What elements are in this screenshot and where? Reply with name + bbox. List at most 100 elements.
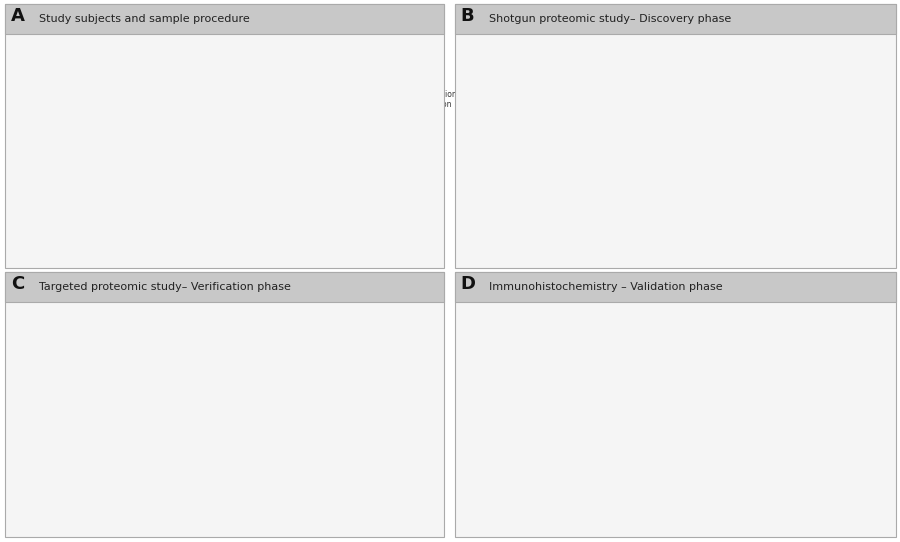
Circle shape [491, 405, 517, 419]
Circle shape [709, 70, 716, 74]
Point [74, 463, 88, 472]
Circle shape [468, 374, 493, 387]
Circle shape [234, 328, 241, 332]
Circle shape [649, 77, 656, 81]
Circle shape [527, 405, 552, 419]
Circle shape [706, 462, 715, 466]
Text: CCA: CCA [533, 223, 547, 229]
FancyBboxPatch shape [508, 100, 518, 104]
Circle shape [709, 87, 720, 93]
FancyBboxPatch shape [508, 102, 518, 123]
FancyBboxPatch shape [491, 349, 517, 370]
Circle shape [728, 412, 735, 416]
FancyBboxPatch shape [464, 67, 472, 70]
Text: Pooled urine samples
N=42 samples per group: Pooled urine samples N=42 samples per gr… [458, 117, 554, 136]
Circle shape [601, 462, 608, 466]
Circle shape [212, 354, 221, 359]
FancyBboxPatch shape [23, 91, 46, 109]
Point [78, 448, 93, 457]
Circle shape [697, 446, 704, 450]
Circle shape [612, 387, 619, 391]
Circle shape [697, 387, 704, 391]
FancyBboxPatch shape [31, 495, 81, 522]
FancyBboxPatch shape [625, 182, 734, 217]
Circle shape [653, 462, 662, 466]
FancyBboxPatch shape [774, 155, 846, 180]
Circle shape [208, 358, 217, 363]
Circle shape [244, 358, 255, 363]
Circle shape [622, 412, 630, 416]
Circle shape [653, 446, 662, 450]
Circle shape [644, 429, 651, 433]
FancyBboxPatch shape [683, 377, 755, 468]
FancyBboxPatch shape [42, 68, 64, 87]
FancyBboxPatch shape [385, 153, 393, 177]
Circle shape [24, 40, 45, 51]
Point [95, 451, 110, 460]
Circle shape [61, 40, 82, 51]
Text: Normal: Normal [487, 160, 512, 166]
FancyBboxPatch shape [496, 69, 507, 96]
Circle shape [22, 158, 42, 169]
Circle shape [669, 64, 680, 70]
Point [111, 455, 125, 464]
Circle shape [237, 358, 243, 361]
Text: 184: 184 [532, 180, 547, 186]
Circle shape [622, 437, 630, 441]
Point [76, 462, 90, 471]
Circle shape [52, 63, 73, 74]
Circle shape [238, 343, 249, 348]
Point [72, 442, 86, 451]
Circle shape [706, 446, 715, 450]
FancyBboxPatch shape [468, 380, 493, 402]
FancyBboxPatch shape [346, 153, 354, 177]
Point [55, 447, 69, 456]
Circle shape [663, 82, 670, 86]
Circle shape [480, 405, 505, 419]
Circle shape [249, 50, 268, 61]
Point [86, 463, 100, 472]
Circle shape [208, 357, 218, 362]
FancyBboxPatch shape [81, 335, 90, 339]
Circle shape [31, 158, 51, 169]
FancyBboxPatch shape [31, 186, 52, 205]
FancyBboxPatch shape [60, 46, 83, 64]
Text: CCA patients: CCA patients [485, 429, 544, 438]
FancyBboxPatch shape [220, 56, 239, 73]
Circle shape [717, 395, 725, 399]
FancyBboxPatch shape [508, 67, 518, 70]
Circle shape [644, 446, 651, 450]
Point [42, 446, 57, 455]
Circle shape [706, 412, 715, 416]
Circle shape [205, 350, 211, 353]
Text: 29: 29 [516, 191, 526, 201]
Circle shape [468, 405, 493, 419]
Circle shape [258, 339, 264, 343]
Circle shape [728, 421, 735, 424]
FancyBboxPatch shape [355, 150, 360, 154]
Circle shape [230, 50, 248, 61]
Circle shape [666, 79, 676, 83]
Circle shape [197, 344, 205, 349]
Circle shape [653, 437, 662, 441]
Circle shape [680, 94, 688, 98]
Circle shape [633, 395, 640, 399]
Circle shape [42, 86, 64, 96]
Circle shape [652, 64, 658, 68]
Circle shape [231, 355, 239, 360]
Circle shape [653, 395, 662, 399]
Circle shape [680, 81, 694, 88]
Circle shape [231, 87, 250, 97]
Circle shape [678, 68, 685, 72]
Circle shape [738, 421, 746, 424]
Circle shape [697, 454, 704, 458]
Circle shape [230, 351, 241, 358]
Text: Storage at -80°C: Storage at -80°C [335, 177, 404, 185]
Circle shape [612, 421, 619, 424]
Circle shape [688, 82, 693, 85]
Text: Ultrasonography diagnosis: Ultrasonography diagnosis [87, 113, 214, 122]
Circle shape [260, 352, 265, 354]
Circle shape [622, 421, 630, 424]
Text: LAMP2: LAMP2 [760, 393, 781, 398]
Circle shape [622, 446, 630, 450]
